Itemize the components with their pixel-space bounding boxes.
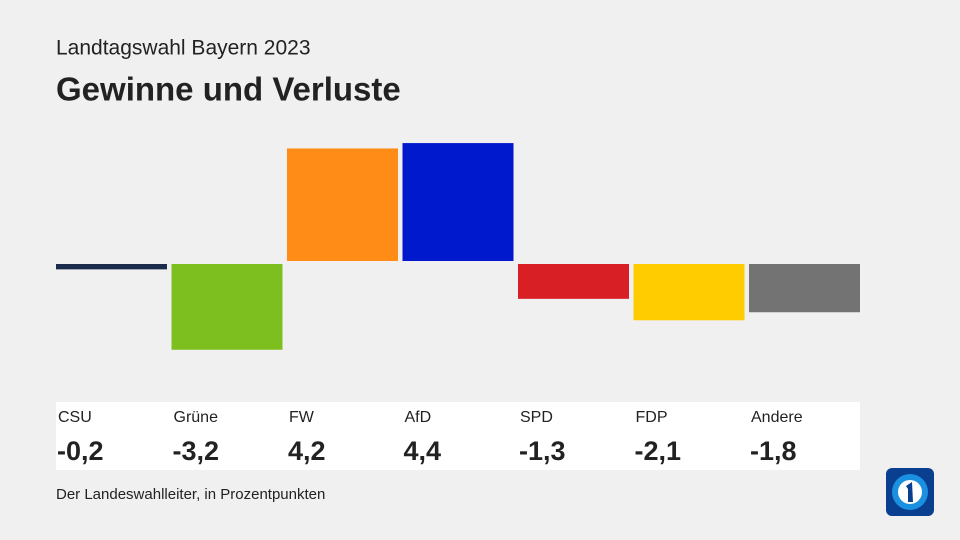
bar xyxy=(518,264,629,299)
chart-subtitle: Landtagswahl Bayern 2023 xyxy=(56,37,311,60)
value-label: -1,8 xyxy=(750,436,797,466)
value-label: -1,3 xyxy=(519,436,566,466)
bar xyxy=(171,264,283,350)
source-note: Der Landeswahlleiter, in Prozentpunkten xyxy=(56,486,325,503)
bar xyxy=(56,264,167,270)
category-label: Andere xyxy=(751,409,803,426)
label-panel xyxy=(56,402,860,470)
value-label: -2,1 xyxy=(635,436,682,466)
logo xyxy=(886,468,934,516)
category-label: FW xyxy=(289,409,315,426)
value-label: 4,2 xyxy=(288,436,326,466)
category-label: Grüne xyxy=(174,409,219,426)
category-label: CSU xyxy=(58,409,92,426)
value-label: -3,2 xyxy=(173,436,220,466)
chart-title: Gewinne und Verluste xyxy=(56,71,401,108)
category-label: SPD xyxy=(520,409,553,426)
bar xyxy=(633,264,745,321)
category-label: AfD xyxy=(405,409,432,426)
value-label: 4,4 xyxy=(404,436,442,466)
category-label: FDP xyxy=(636,409,668,426)
value-label: -0,2 xyxy=(57,436,104,466)
logo-mark xyxy=(906,482,913,502)
bar xyxy=(749,264,860,313)
bar xyxy=(287,148,398,261)
bar xyxy=(402,143,514,261)
